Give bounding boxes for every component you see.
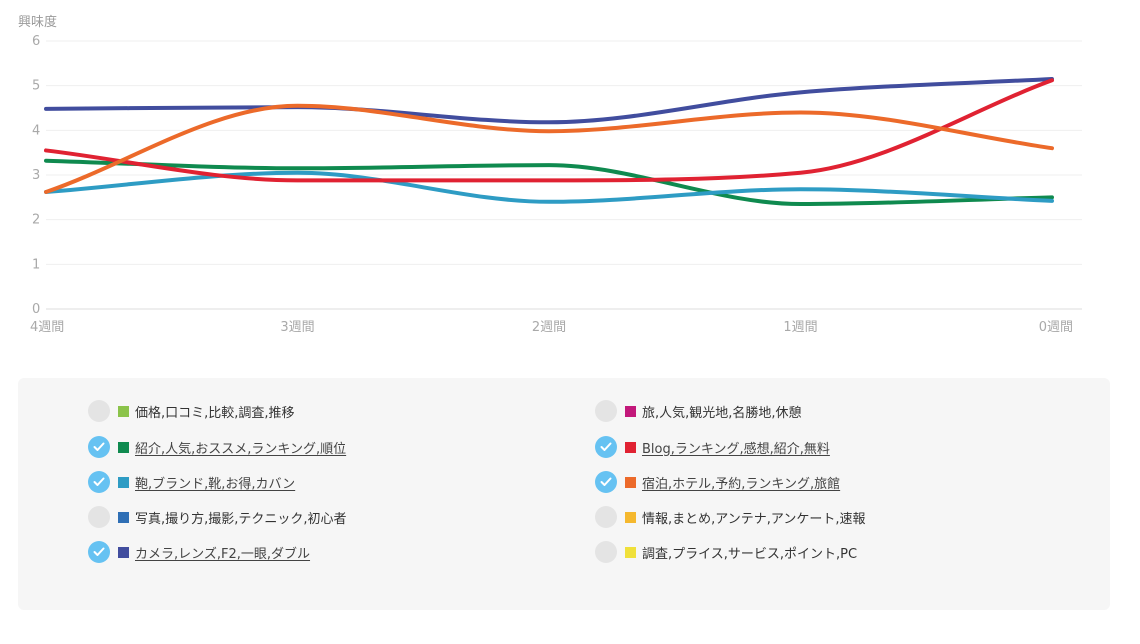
legend-label: 鞄,ブランド,靴,お得,カバン <box>135 476 296 492</box>
legend-item[interactable]: 写真,撮り方,撮影,テクニック,初心者 <box>88 504 347 530</box>
series-line <box>44 158 1054 207</box>
y-tick-label: 4 <box>32 123 40 138</box>
checkbox-icon[interactable] <box>595 541 617 563</box>
legend-item[interactable]: Blog,ランキング,感想,紹介,無料 <box>595 434 830 460</box>
legend-item[interactable]: 鞄,ブランド,靴,お得,カバン <box>88 469 295 495</box>
legend-label: Blog,ランキング,感想,紹介,無料 <box>642 441 830 457</box>
checkbox-icon[interactable] <box>88 436 110 458</box>
legend-item[interactable]: 価格,口コミ,比較,調査,推移 <box>88 398 295 424</box>
axes: 0 1 2 3 4 5 6 4週間 3週間 2週間 1週間 0週間 <box>30 34 1073 335</box>
legend-label: 調査,プライス,サービス,ポイント,PC <box>642 546 858 562</box>
y-tick-label: 6 <box>32 34 40 49</box>
legend-label: 価格,口コミ,比較,調査,推移 <box>135 405 295 421</box>
legend-label: 情報,まとめ,アンテナ,アンケート,速報 <box>642 511 866 527</box>
legend-label: 紹介,人気,おススメ,ランキング,順位 <box>135 441 347 457</box>
y-tick-label: 2 <box>32 213 40 228</box>
legend-item[interactable]: 調査,プライス,サービス,ポイント,PC <box>595 539 857 565</box>
y-tick-label: 0 <box>32 302 40 317</box>
color-swatch <box>118 511 129 523</box>
color-swatch <box>118 546 129 558</box>
line-chart: 0 1 2 3 4 5 6 4週間 3週間 2週間 1週間 0週間 興味度 <box>18 14 1082 335</box>
color-swatch <box>118 405 129 417</box>
y-tick-label: 3 <box>32 168 40 183</box>
series-lines <box>44 76 1054 207</box>
checkbox-icon[interactable] <box>88 400 110 422</box>
legend-item[interactable]: 旅,人気,観光地,名勝地,休憩 <box>595 398 802 424</box>
y-axis-title: 興味度 <box>18 14 57 30</box>
color-swatch <box>625 511 636 523</box>
legend-item[interactable]: 紹介,人気,おススメ,ランキング,順位 <box>88 434 346 460</box>
y-tick-label: 5 <box>32 79 40 94</box>
color-swatch <box>625 476 636 488</box>
series-line <box>44 78 1054 183</box>
x-tick-label: 0週間 <box>1039 320 1073 335</box>
series-line <box>44 103 1054 194</box>
series-line <box>44 170 1054 204</box>
checkbox-icon[interactable] <box>595 506 617 528</box>
checkbox-icon[interactable] <box>595 400 617 422</box>
x-tick-label: 3週間 <box>280 320 314 335</box>
legend-item[interactable]: 宿泊,ホテル,予約,ランキング,旅館 <box>595 469 840 495</box>
legend-panel: 価格,口コミ,比較,調査,推移紹介,人気,おススメ,ランキング,順位 鞄,ブランド… <box>18 378 1110 610</box>
x-tick-label: 1週間 <box>783 320 817 335</box>
x-tick-label: 2週間 <box>532 320 566 335</box>
color-swatch <box>625 405 636 417</box>
series-line <box>44 76 1054 125</box>
checkbox-icon[interactable] <box>595 471 617 493</box>
legend-label: 宿泊,ホテル,予約,ランキング,旅館 <box>642 476 841 492</box>
color-swatch <box>118 476 129 488</box>
legend-item[interactable]: 情報,まとめ,アンテナ,アンケート,速報 <box>595 504 866 530</box>
checkbox-icon[interactable] <box>595 436 617 458</box>
checkbox-icon[interactable] <box>88 541 110 563</box>
legend-label: 旅,人気,観光地,名勝地,休憩 <box>642 405 802 421</box>
checkbox-icon[interactable] <box>88 471 110 493</box>
color-swatch <box>625 546 636 558</box>
color-swatch <box>625 441 636 453</box>
legend-item[interactable]: カメラ,レンズ,F2,一眼,ダブル <box>88 539 310 565</box>
x-tick-label: 4週間 <box>30 320 64 335</box>
checkbox-icon[interactable] <box>88 506 110 528</box>
legend-label: 写真,撮り方,撮影,テクニック,初心者 <box>135 511 347 527</box>
y-tick-label: 1 <box>32 257 40 272</box>
color-swatch <box>118 441 129 453</box>
legend-label: カメラ,レンズ,F2,一眼,ダブル <box>135 546 311 562</box>
